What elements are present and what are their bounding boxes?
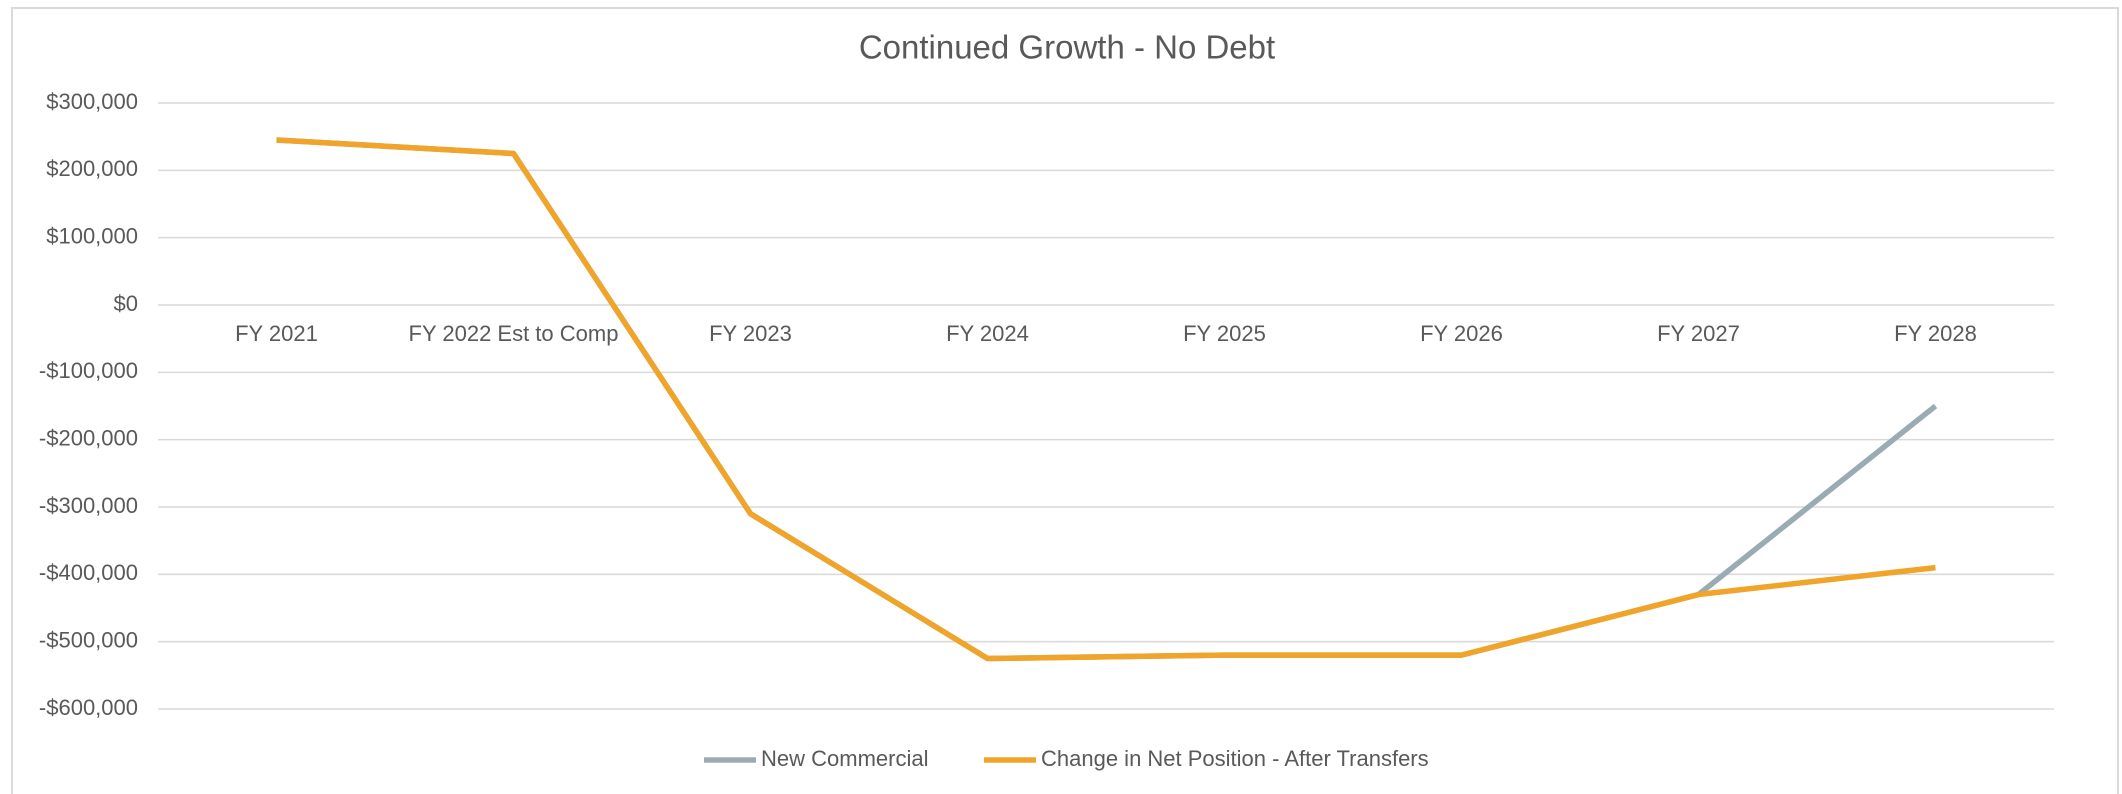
x-tick-label: FY 2028 (1894, 321, 1977, 346)
legend-label: New Commercial (761, 746, 928, 771)
series-line (276, 137, 1936, 662)
chart-title: Continued Growth - No Debt (859, 29, 1275, 66)
y-tick-label: $200,000 (46, 156, 138, 181)
y-tick-label: -$500,000 (39, 627, 138, 652)
y-tick-label: $300,000 (46, 89, 138, 114)
x-tick-label: FY 2026 (1420, 321, 1503, 346)
x-tick-label: FY 2025 (1183, 321, 1266, 346)
x-tick-label: FY 2022 Est to Comp (409, 321, 619, 346)
y-tick-label: -$400,000 (39, 560, 138, 585)
y-tick-label: -$300,000 (39, 493, 138, 518)
chart-frame (11, 7, 2119, 794)
y-tick-label: -$100,000 (39, 358, 138, 383)
x-tick-label: FY 2023 (709, 321, 792, 346)
y-tick-label: $0 (114, 291, 138, 316)
y-tick-label: -$600,000 (39, 695, 138, 720)
x-tick-label: FY 2027 (1657, 321, 1740, 346)
x-tick-label: FY 2024 (946, 321, 1029, 346)
x-tick-label: FY 2021 (235, 321, 318, 346)
legend-label: Change in Net Position - After Transfers (1041, 746, 1429, 771)
y-tick-label: $100,000 (46, 223, 138, 248)
y-tick-label: -$200,000 (39, 425, 138, 450)
